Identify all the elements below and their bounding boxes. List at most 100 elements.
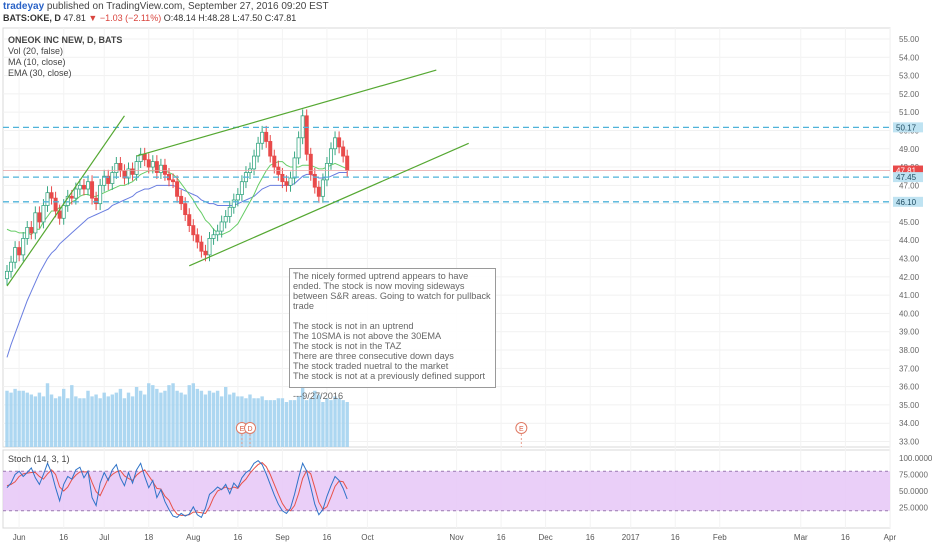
volume-bar bbox=[110, 394, 114, 447]
legend-title: ONEOK INC NEW, D, BATS bbox=[8, 35, 123, 45]
price-tick-label: 42.00 bbox=[899, 273, 920, 282]
publish-text: published on TradingView.com, September … bbox=[46, 1, 329, 12]
time-tick-label: 16 bbox=[497, 533, 506, 542]
volume-bar bbox=[284, 402, 289, 447]
legend-volume: Vol (20, false) bbox=[8, 46, 64, 56]
volume-bar bbox=[341, 400, 345, 447]
event-marker-label: E bbox=[240, 426, 245, 433]
volume-bar bbox=[199, 390, 204, 447]
volume-bar bbox=[256, 398, 260, 447]
price-tick-label: 41.00 bbox=[899, 291, 920, 300]
time-tick-label: 16 bbox=[322, 533, 331, 542]
candle-body bbox=[203, 250, 208, 256]
candle-body bbox=[41, 205, 46, 223]
candle-body bbox=[61, 205, 66, 219]
volume-bar bbox=[118, 388, 123, 447]
stoch-band bbox=[3, 471, 890, 511]
candle-body bbox=[324, 162, 329, 181]
candle-body bbox=[199, 241, 204, 252]
candle-body bbox=[73, 188, 78, 199]
price-tick-label: 37.00 bbox=[899, 364, 920, 373]
candle-body bbox=[5, 270, 10, 280]
analysis-note[interactable]: The nicely formed uptrend appears to hav… bbox=[289, 268, 496, 401]
quote-line: BATS:OKE, D 47.81 ▼ −1.03 (−2.11%) O:48.… bbox=[3, 13, 296, 23]
volume-bar bbox=[317, 394, 321, 447]
candle-body bbox=[320, 179, 325, 197]
stoch-tick-label: 25.0000 bbox=[899, 504, 928, 513]
time-tick-label: Nov bbox=[449, 533, 463, 542]
candle-body bbox=[195, 234, 200, 243]
author-link[interactable]: tradeyay bbox=[3, 1, 45, 12]
volume-bar bbox=[325, 398, 329, 447]
volume-bar bbox=[62, 388, 66, 447]
candle-body bbox=[102, 175, 107, 186]
note-line: ended. The stock is now moving sideways bbox=[293, 281, 465, 291]
volume-bar bbox=[244, 398, 248, 447]
volume-bar bbox=[138, 390, 143, 447]
volume-bar bbox=[175, 390, 179, 447]
price-tick-label: 47.00 bbox=[899, 181, 920, 190]
candle-body bbox=[90, 181, 95, 199]
volume-bar bbox=[98, 398, 102, 447]
time-tick-label: 16 bbox=[671, 533, 680, 542]
time-tick-label: 16 bbox=[586, 533, 595, 542]
candle-body bbox=[45, 192, 50, 206]
price-tick-label: 55.00 bbox=[899, 35, 920, 44]
stoch-tick-label: 75.0000 bbox=[899, 471, 928, 480]
volume-bar bbox=[114, 392, 119, 447]
volume-bar bbox=[49, 394, 54, 447]
candle-body bbox=[341, 146, 346, 157]
time-tick-label: Mar bbox=[794, 533, 808, 542]
time-tick-label: Oct bbox=[361, 533, 374, 542]
candle-body bbox=[57, 210, 62, 219]
volume-bar bbox=[41, 396, 46, 447]
price-tick-label: 54.00 bbox=[899, 53, 920, 62]
candle-body bbox=[138, 153, 143, 162]
volume-bar bbox=[57, 396, 62, 447]
volume-bar bbox=[264, 400, 268, 447]
candle-body bbox=[106, 175, 111, 184]
time-tick-label: 16 bbox=[841, 533, 850, 542]
volume-bar bbox=[191, 383, 195, 447]
price-chart[interactable]: 55.0054.0053.0052.0051.0050.0049.0048.00… bbox=[0, 24, 932, 550]
candle-body bbox=[183, 203, 188, 216]
candle-body bbox=[211, 234, 216, 239]
volume-bar bbox=[13, 388, 17, 447]
price-badge-label: 46.10 bbox=[896, 198, 917, 207]
volume-bar bbox=[195, 388, 200, 447]
volume-bar bbox=[74, 396, 78, 447]
volume-bar bbox=[236, 396, 240, 447]
volume-bar bbox=[280, 398, 285, 447]
candle-body bbox=[110, 172, 115, 184]
volume-bar bbox=[203, 394, 208, 447]
volume-bar bbox=[70, 385, 74, 447]
note-line bbox=[293, 311, 492, 321]
candle-body bbox=[81, 184, 86, 190]
candle-body bbox=[158, 164, 163, 173]
volume-bar bbox=[130, 396, 135, 447]
volume-bar bbox=[53, 398, 58, 447]
volume-bar bbox=[5, 390, 9, 447]
candle-body bbox=[13, 247, 18, 263]
stoch-tick-label: 50.0000 bbox=[899, 487, 928, 496]
volume-bar bbox=[215, 390, 220, 447]
volume-bar bbox=[9, 392, 13, 447]
stoch-k-line bbox=[6, 460, 348, 519]
publish-line: tradeyay published on TradingView.com, S… bbox=[3, 1, 329, 12]
price-tick-label: 49.00 bbox=[899, 145, 920, 154]
price-badge-label: 47.45 bbox=[896, 173, 917, 182]
candle-body bbox=[175, 181, 180, 197]
candle-body bbox=[219, 221, 224, 232]
time-tick-label: 16 bbox=[59, 533, 68, 542]
candle-body bbox=[86, 181, 91, 190]
candle-body bbox=[21, 238, 26, 256]
candle-body bbox=[252, 155, 257, 170]
note-line: The stock is not in an uptrend bbox=[293, 321, 414, 331]
candle-body bbox=[207, 238, 212, 256]
volume-bar bbox=[163, 390, 167, 447]
candle-body bbox=[280, 173, 285, 183]
volume-bar bbox=[171, 383, 175, 447]
candle-body bbox=[191, 225, 196, 236]
candle-body bbox=[223, 216, 228, 223]
volume-bar bbox=[333, 396, 337, 447]
